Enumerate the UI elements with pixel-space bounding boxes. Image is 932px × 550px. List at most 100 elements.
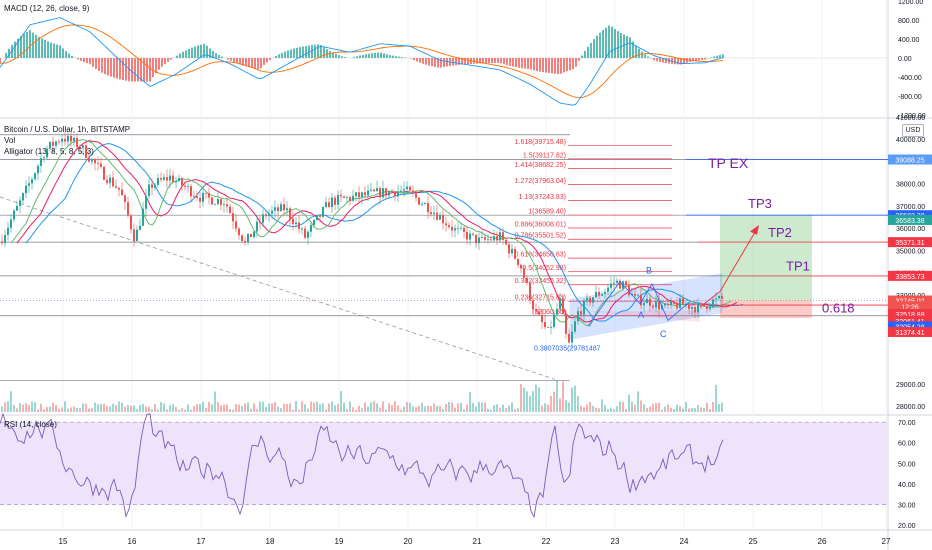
candle-body [277, 207, 279, 212]
volume-bar [526, 391, 528, 412]
alligator-line [16, 140, 738, 323]
candle-body [682, 298, 684, 305]
volume-bar [568, 402, 570, 412]
volume-bar [388, 403, 390, 412]
candle-body [562, 298, 564, 315]
time-axis[interactable]: 15 16 17 18 19 20 21 22 23 24 25 26 27 [59, 537, 891, 546]
rsi-axis-label: 50.00 [898, 461, 916, 468]
candle-body [505, 239, 507, 245]
fib-label: 0.382(33455.32) [515, 278, 566, 285]
macd-signal-line [0, 24, 724, 99]
annotations: TP EX TP3 TP2 TP1 0.618 B A C 0.3807035(29781487 [534, 155, 855, 352]
rsi-legend[interactable]: RSI (14, close) [4, 420, 57, 429]
macd-histogram-bar [614, 29, 616, 58]
candle-body [328, 202, 330, 208]
macd-histogram-bar [386, 54, 388, 58]
macd-pane[interactable] [0, 17, 888, 106]
macd-histogram-bar [137, 58, 139, 82]
candle-body [100, 163, 102, 167]
macd-histogram-bar [524, 58, 526, 69]
rsi-pane[interactable] [0, 412, 888, 519]
macd-histogram-bar [128, 58, 130, 82]
macd-histogram-bar [494, 58, 496, 64]
currency-badge[interactable]: USD [902, 124, 924, 137]
candle-body [346, 197, 348, 198]
macd-histogram-bar [488, 58, 490, 64]
candle-body [244, 241, 246, 243]
volume-bar [250, 408, 252, 412]
volume-legend[interactable]: Vol [4, 136, 16, 145]
candle-body [7, 227, 9, 235]
candle-body [10, 219, 12, 228]
candle-body [586, 297, 588, 301]
candle-body [391, 191, 393, 192]
macd-histogram-bar [641, 51, 643, 58]
volume-bar [199, 404, 201, 412]
macd-histogram-bar [602, 29, 604, 58]
candle-body [541, 314, 543, 323]
candle-body [472, 233, 474, 235]
macd-histogram-bar [548, 58, 550, 74]
drawings[interactable] [587, 159, 888, 327]
macd-histogram-bar [158, 58, 160, 70]
macd-histogram-bar [371, 53, 373, 58]
macd-legend[interactable]: MACD (12, 26, close, 9) [4, 4, 90, 13]
macd-histogram-bar [104, 58, 106, 75]
macd-histogram-bar [644, 54, 646, 58]
volume-bar [91, 408, 93, 412]
macd-histogram-bar [521, 58, 523, 69]
fib-label: 0.5(34052.98) [522, 265, 566, 272]
price-tag [888, 315, 932, 326]
symbol-title[interactable]: Bitcoin / U.S. Dollar, 1h, BITSTAMP [4, 125, 131, 134]
trend-dashed [0, 196, 556, 380]
candle-body [373, 189, 375, 192]
macd-histogram-bar [626, 36, 628, 58]
candle-body [319, 215, 321, 217]
volume-bar [406, 402, 408, 412]
price-tags: 39088.2536583.3836583.3835371.3133853.73… [888, 154, 932, 337]
macd-histogram-bar [464, 58, 466, 65]
volume-bar [19, 403, 21, 412]
volume-bar [67, 408, 69, 412]
fib-label: 1.5(39117.82) [523, 152, 566, 159]
alligator-line [10, 139, 732, 327]
macd-histogram-bar [716, 55, 718, 58]
candle-body [253, 231, 255, 238]
volume-bar [484, 402, 486, 412]
macd-histogram-bar [17, 38, 19, 58]
volume-bar [607, 409, 609, 412]
time-axis-label: 26 [818, 537, 827, 546]
price-tag-label: 36583.38 [895, 218, 924, 225]
candle-body [670, 301, 672, 306]
volume-bar [685, 401, 687, 412]
volume-bar [487, 408, 489, 412]
candle-body [490, 239, 492, 241]
macd-histogram-bar [80, 58, 82, 61]
candle-body [103, 166, 105, 180]
volume-bar [1, 406, 3, 412]
volume-bar [379, 407, 381, 412]
candle-body [466, 232, 468, 240]
volume-bar [478, 401, 480, 412]
macd-histogram-bar [0, 58, 1, 64]
volume-bar [22, 404, 24, 412]
candle-body [613, 282, 615, 284]
candle-body [406, 186, 408, 190]
volume-bar [187, 404, 189, 412]
candlesticks[interactable] [1, 130, 723, 350]
alligator-legend[interactable]: Alligator (13, 8, 5, 8, 5, 3) [4, 147, 94, 156]
macd-histogram-bar [353, 57, 355, 58]
volume-bar [439, 406, 441, 412]
price-axis[interactable]: 1200.00 800.00 400.00 0.00 -400.00 -800.00 -12… [896, 0, 926, 530]
volume-bar [352, 407, 354, 412]
candle-body [58, 141, 60, 143]
position-zones[interactable] [569, 215, 812, 340]
macd-histogram-bar [320, 45, 322, 58]
volume-bar [37, 409, 39, 412]
candle-body [463, 227, 465, 233]
macd-histogram-bar [209, 48, 211, 58]
candle-body [421, 204, 423, 205]
volume-bar [637, 391, 639, 412]
macd-histogram-bar [275, 55, 277, 58]
